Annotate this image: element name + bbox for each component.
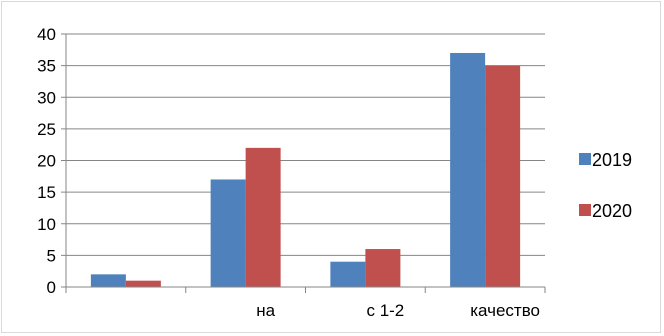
- bar-2019-2: [330, 261, 366, 287]
- bar-2019-3: [450, 52, 486, 287]
- bar-2020-0: [125, 280, 161, 287]
- x-tick-labels: на с 1-2 качество: [256, 301, 540, 320]
- y-tick-label: 0: [47, 278, 56, 297]
- bar-2019-0: [90, 274, 126, 287]
- x-tick-label: на: [256, 301, 275, 320]
- axes: [61, 33, 546, 293]
- legend-swatch-2019: [579, 153, 591, 165]
- y-tick-label: 15: [37, 183, 56, 202]
- y-tick-label: 20: [37, 152, 56, 171]
- y-tick-labels: 0 5 10 15 20 25 30 35 40: [37, 25, 56, 297]
- bar-2020-3: [485, 65, 521, 287]
- y-tick-label: 35: [37, 57, 56, 76]
- legend-label-2020: 2020: [592, 201, 632, 221]
- bars: [90, 52, 521, 287]
- x-tick-label: качество: [470, 301, 540, 320]
- bar-2020-2: [365, 249, 401, 287]
- y-tick-label: 10: [37, 215, 56, 234]
- legend-label-2019: 2019: [592, 150, 632, 170]
- y-tick-label: 40: [37, 25, 56, 44]
- y-tick-label: 5: [47, 246, 56, 265]
- y-tick-label: 25: [37, 120, 56, 139]
- x-tick-label: с 1-2: [366, 301, 404, 320]
- y-tick-label: 30: [37, 88, 56, 107]
- legend: 2019 2020: [579, 150, 632, 221]
- legend-swatch-2020: [579, 204, 591, 216]
- bar-2020-1: [245, 147, 281, 287]
- bar-2019-1: [210, 179, 246, 287]
